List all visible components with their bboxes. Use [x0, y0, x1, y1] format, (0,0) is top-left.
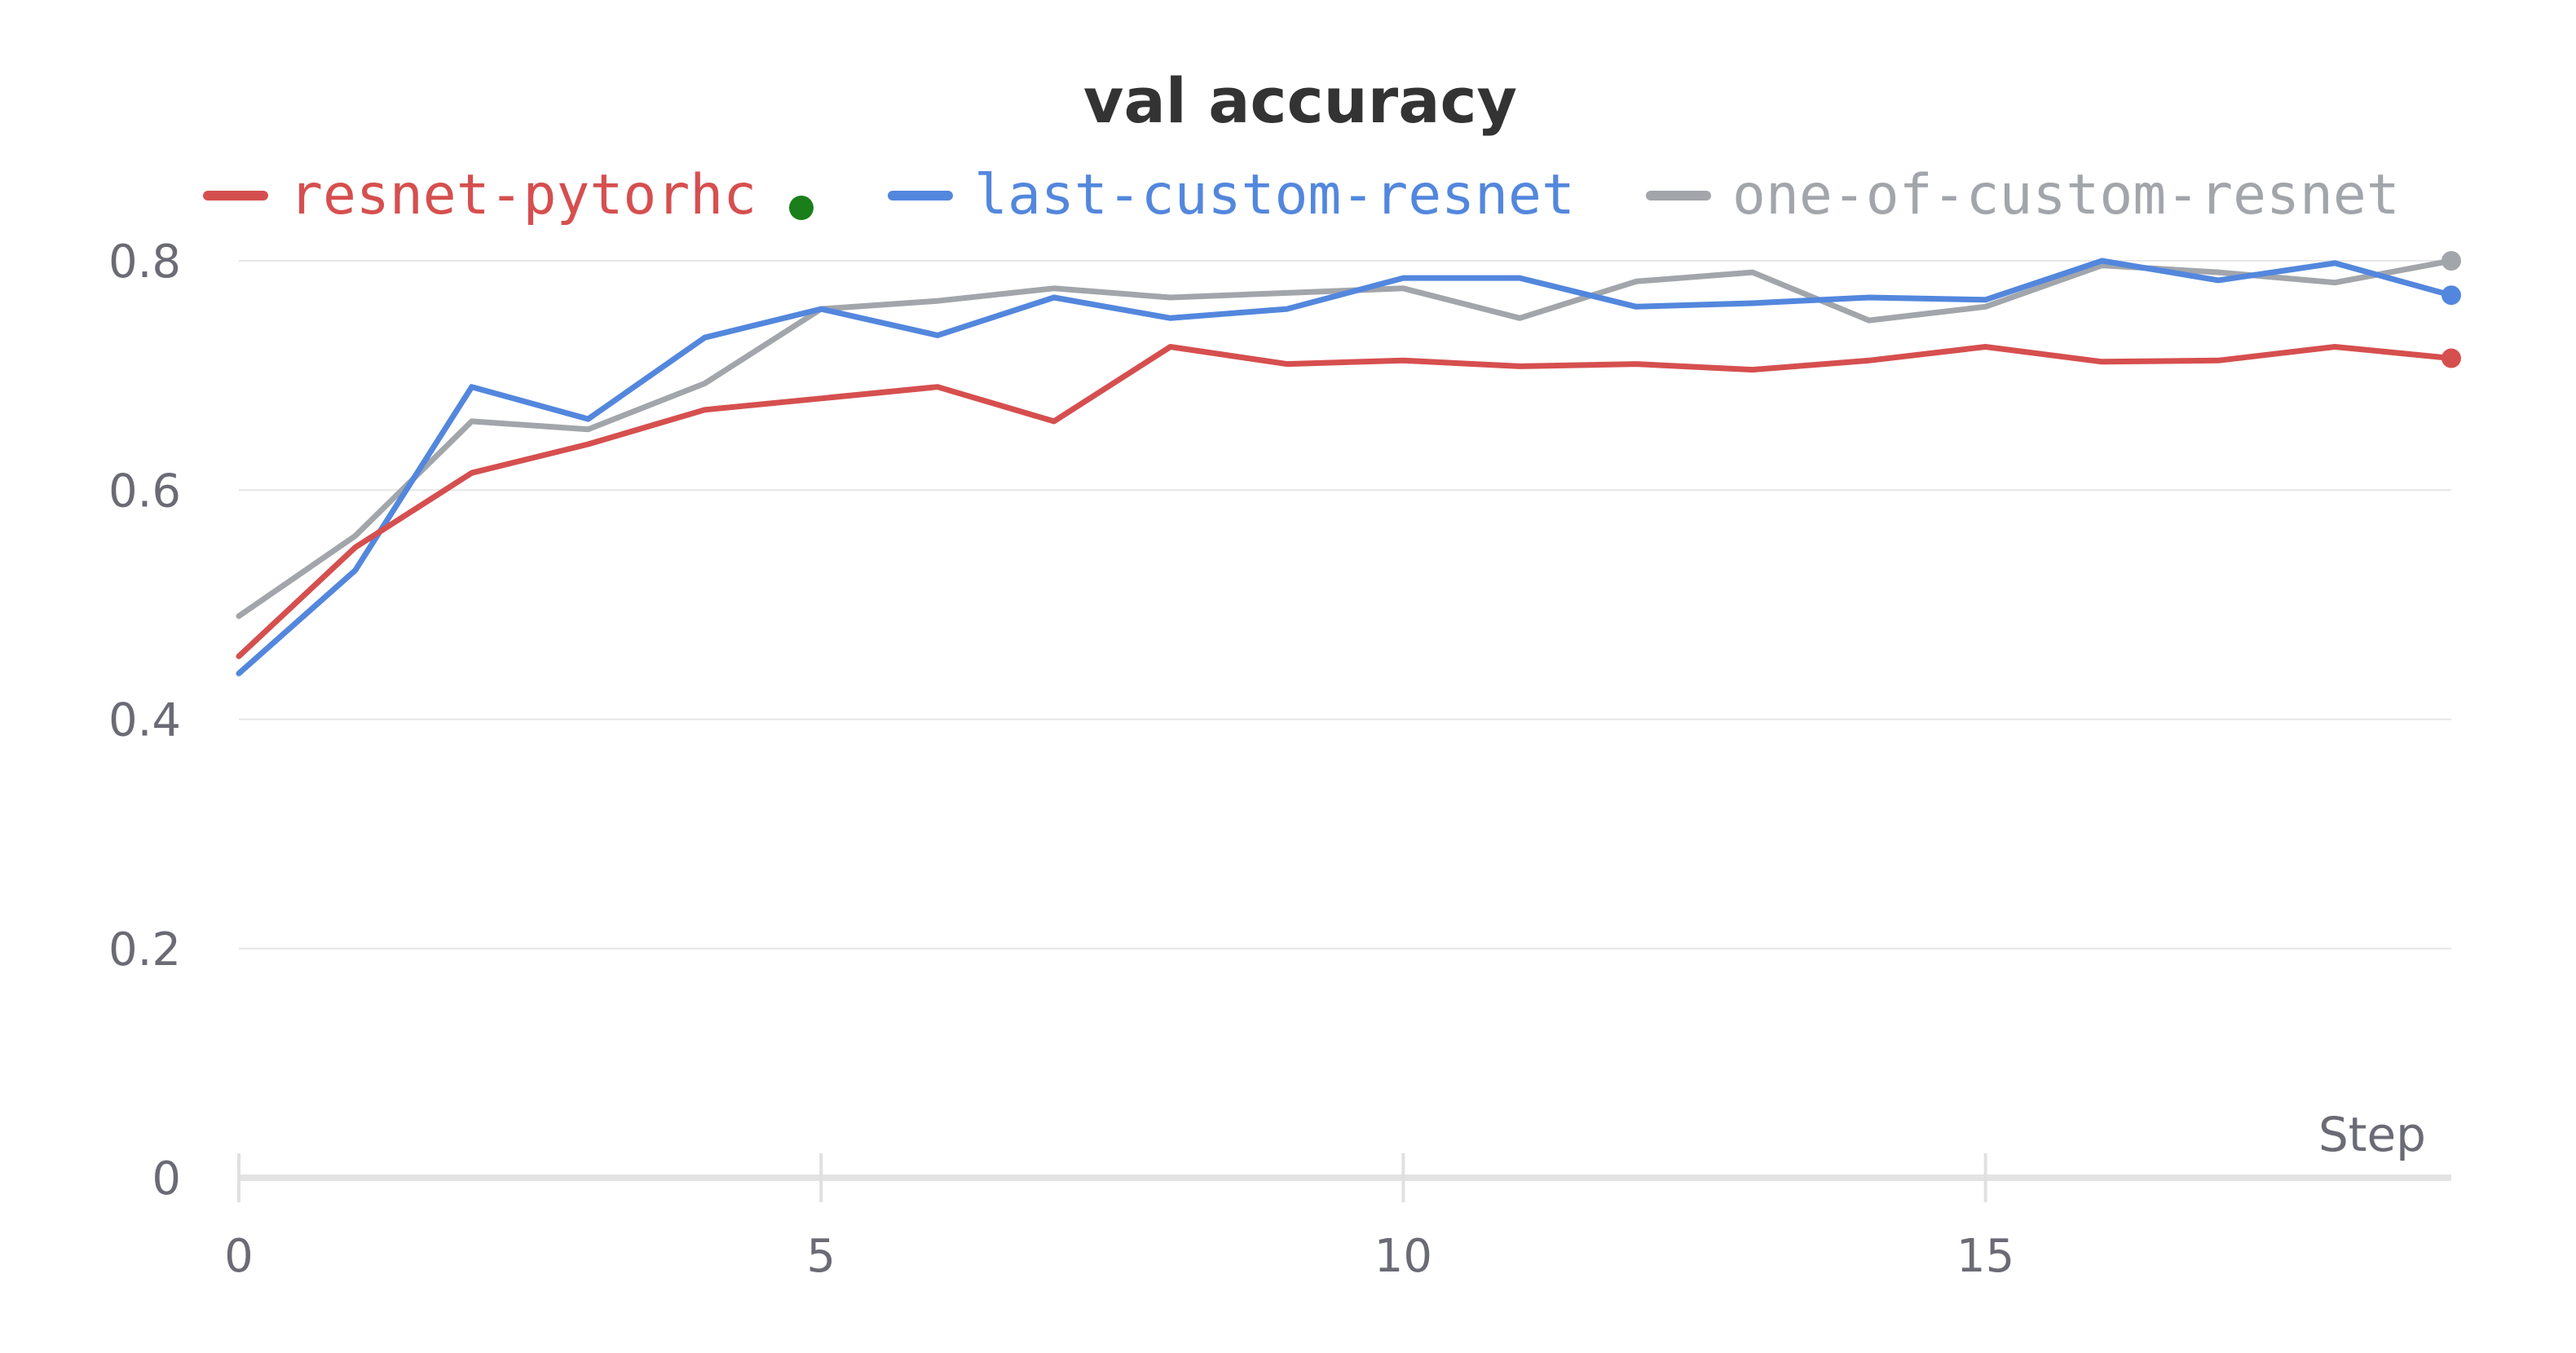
y-tick-label: 0.2: [108, 923, 181, 976]
series-endpoint-last-custom-resnet: [2441, 285, 2461, 306]
y-tick-label: 0.8: [108, 236, 181, 289]
legend-label: one-of-custom-resnet: [1732, 163, 2400, 227]
legend-item-one-of-custom-resnet[interactable]: one-of-custom-resnet: [1646, 163, 2400, 227]
x-tick-label: 10: [1374, 1230, 1432, 1283]
x-tick-label: 15: [1956, 1230, 2014, 1283]
legend-label: resnet-pytorhc: [289, 163, 756, 227]
y-axis: 0 0.2 0.4 0.6 0.8: [108, 236, 181, 1205]
gridlines: [239, 260, 2451, 950]
x-tick-label: 0: [224, 1230, 254, 1283]
plot-area: [236, 251, 2461, 676]
y-tick-label: 0: [152, 1152, 181, 1205]
x-axis-label: Step: [2318, 1107, 2426, 1162]
legend-label: last-custom-resnet: [974, 163, 1575, 227]
series-line-one-of-custom-resnet: [236, 258, 2455, 619]
chart-title: val accuracy: [1083, 64, 1517, 137]
x-axis: 0 5 10 15: [224, 1153, 2451, 1283]
series-endpoint-one-of-custom-resnet: [2441, 251, 2461, 271]
series-line-last-custom-resnet: [236, 258, 2455, 676]
status-dot-icon: [789, 196, 814, 220]
x-tick-label: 5: [806, 1230, 836, 1283]
y-tick-label: 0.6: [108, 465, 181, 518]
legend-item-last-custom-resnet[interactable]: last-custom-resnet: [888, 163, 1575, 227]
chart-legend: resnet-pytorhc last-custom-resnet one-of-c…: [203, 163, 2400, 227]
y-tick-label: 0.4: [108, 694, 181, 747]
legend-item-resnet-pytorhc[interactable]: resnet-pytorhc: [203, 163, 814, 227]
series-line-resnet-pytorhc: [236, 344, 2455, 659]
series-endpoint-resnet-pytorhc: [2441, 348, 2461, 368]
